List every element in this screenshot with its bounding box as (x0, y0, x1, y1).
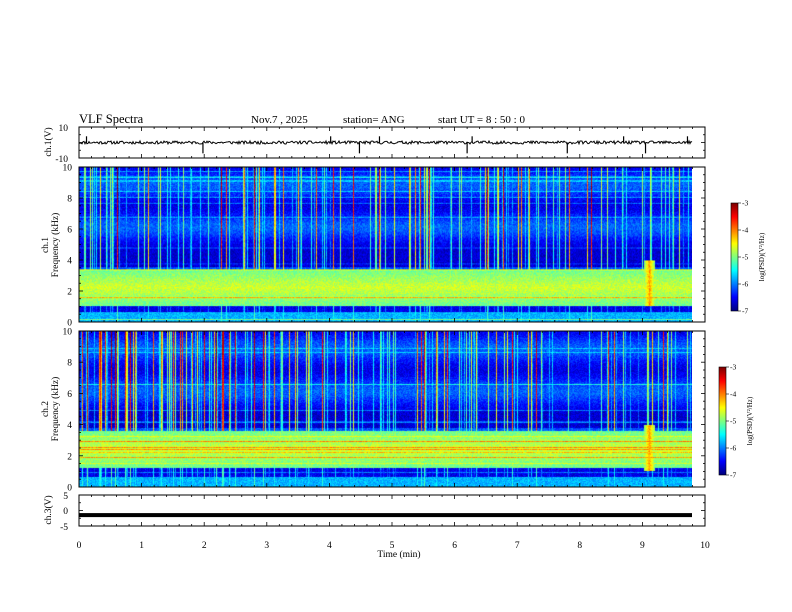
ch1-spec-ytick-label: 2 (67, 288, 72, 298)
ch3-frame (78, 494, 706, 527)
colorbar-tick-label: -5 (730, 417, 736, 426)
x-tick-label: 0 (77, 541, 82, 551)
ch3-ytick-mid: 0 (63, 507, 68, 517)
x-tick-label: 8 (577, 541, 582, 551)
x-tick-label: 5 (390, 541, 395, 551)
colorbar-tick-label: -7 (742, 307, 748, 316)
ch1-channel-label: ch.1 (41, 237, 51, 253)
ch3-axis-ticks (78, 494, 706, 527)
ch1-ylabel: ch.1(V) (43, 127, 54, 156)
ch2-spec-yticklabels: 0 2 4 6 8 10 (63, 328, 73, 494)
x-tick-label: 10 (700, 541, 710, 551)
colorbar-tick-label: -7 (730, 471, 736, 480)
ch1-waveform-line (78, 139, 693, 146)
x-tick-label: 7 (515, 541, 520, 551)
ch2-spec-ytick-label: 8 (67, 359, 72, 369)
ch1-spec-ytick-label: 10 (63, 164, 73, 174)
ch1-spectrogram-image (79, 167, 692, 322)
ch1-frame (78, 126, 706, 159)
ch1-spec-frame (78, 166, 706, 323)
ch3-ytick-bottom: -5 (60, 523, 68, 533)
ch2-channel-label: ch.2 (41, 401, 51, 417)
colorbar-tick-label: -3 (730, 363, 736, 372)
ch2-colorbar-label: log(PSD)(V²/Hz) (746, 396, 754, 445)
ch2-spec-ytick-label: 10 (63, 328, 73, 338)
x-tick-label: 9 (640, 541, 645, 551)
start-time-label: start UT = 8 : 50 : 0 (438, 114, 525, 126)
colorbar-tick-label: -6 (730, 444, 736, 453)
x-tick-label: 4 (327, 541, 332, 551)
x-tick-labels: 0 1 2 3 4 5 6 7 8 9 10 (77, 541, 710, 551)
ch2-spec-ytick-label: 0 (67, 484, 72, 494)
ch1-spec-ytick-label: 4 (67, 257, 72, 267)
colorbar-tick-label: -6 (742, 280, 748, 289)
ch2-spec-ytick-label: 4 (67, 421, 72, 431)
ch1-spec-yticklabels: 0 2 4 6 8 10 (63, 164, 73, 329)
ch2-spectrogram-image (79, 331, 692, 487)
ch2-spec-ytick-label: 6 (67, 390, 72, 400)
colorbar-tick-label: -5 (742, 253, 748, 262)
ch3-panel: 5 0 -5 ch.3(V) (43, 492, 706, 533)
ch1-panel: 10 -10 ch.1(V) (43, 124, 706, 165)
x-tick-label: 3 (264, 541, 269, 551)
ch1-colorbar (731, 203, 738, 311)
ch1-spikes (85, 136, 689, 154)
ch3-ylabel: ch.3(V) (43, 495, 54, 524)
ch2-colorbar (719, 367, 726, 475)
ch3-waveform-line (79, 513, 692, 518)
colorbar-tick-label: -4 (742, 226, 748, 235)
station-label: station= ANG (343, 114, 405, 126)
ch2-spec-frame (78, 330, 706, 488)
ch2-spec-ytick-label: 2 (67, 452, 72, 462)
colorbar-tick-label: -3 (742, 199, 748, 208)
ch1-colorbar-label: log(PSD)(V²/Hz) (758, 232, 766, 281)
colorbar-tick-label: -4 (730, 390, 736, 399)
ch2-spec-ylabel: Frequency (kHz) (50, 377, 61, 442)
ch1-spec-ytick-label: 8 (67, 195, 72, 205)
x-tick-label: 2 (202, 541, 207, 551)
x-axis-label: Time (min) (377, 549, 420, 560)
ch2-colorbar-ticks: -3 -4 -5 -6 -7 (726, 363, 736, 480)
date-label: Nov.7 , 2025 (251, 114, 308, 126)
ch3-ytick-top: 5 (63, 492, 68, 502)
ch1-colorbar-ticks: -3 -4 -5 -6 -7 (738, 199, 748, 316)
x-tick-label: 6 (452, 541, 457, 551)
x-tick-label: 1 (139, 541, 144, 551)
ch1-ytick-bottom: -10 (55, 155, 68, 165)
figure-title: VLF Spectra (79, 112, 144, 126)
ch1-spec-ytick-label: 0 (67, 319, 72, 329)
ch1-spec-ylabel: Frequency (kHz) (50, 213, 61, 278)
ch1-ytick-top: 10 (59, 124, 69, 134)
ch1-spec-ytick-label: 6 (67, 226, 72, 236)
